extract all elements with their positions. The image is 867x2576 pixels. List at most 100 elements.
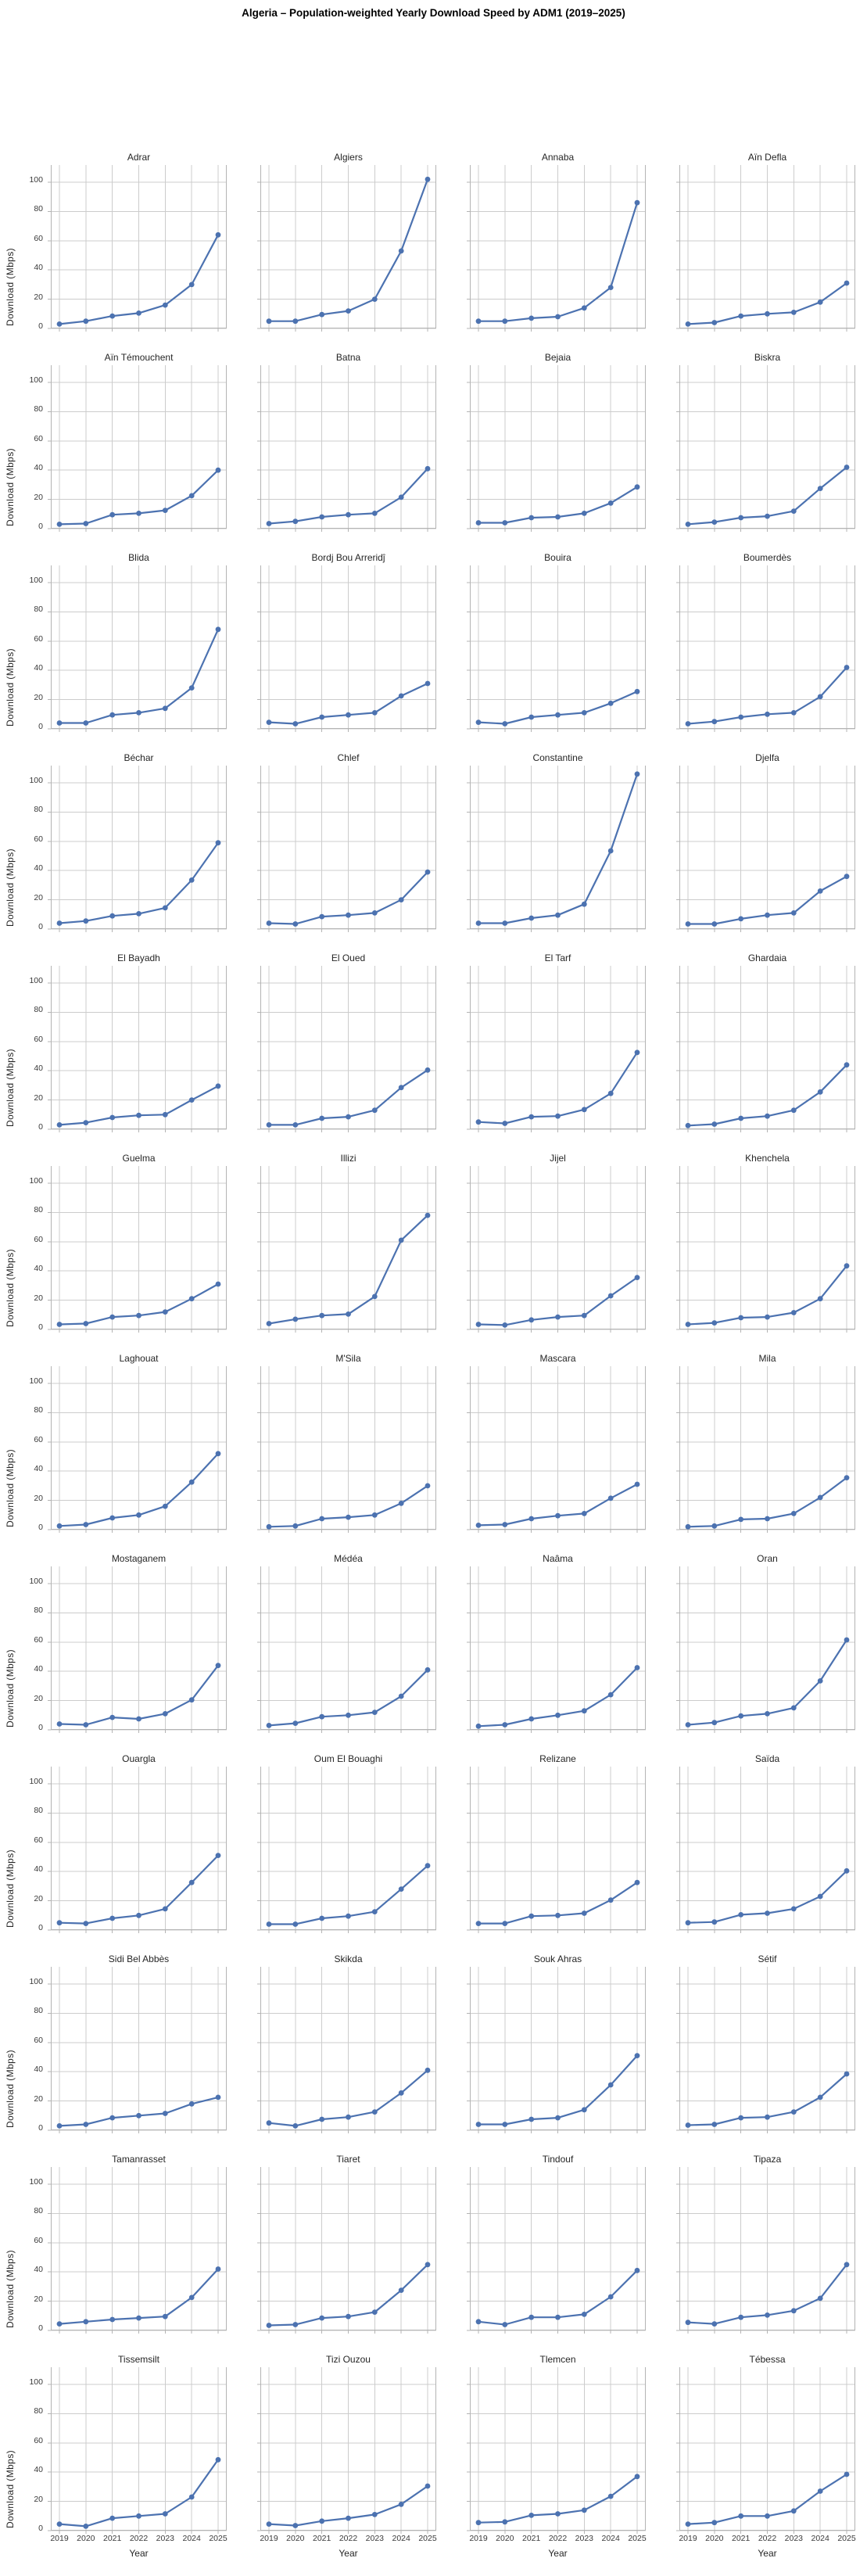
data-point xyxy=(371,2309,378,2315)
y-tick-label: 60 xyxy=(34,633,43,644)
x-tick-label: 2019 xyxy=(679,2534,697,2543)
subplot-title: Bordj Bou Arreridĵ xyxy=(311,552,385,563)
plot-canvas xyxy=(48,1767,227,1933)
y-axis-gutter: Download (Mbps) 0 20 40 60 80 100 xyxy=(0,1745,51,1946)
data-point xyxy=(188,685,195,691)
y-tick-label: 20 xyxy=(34,692,43,702)
data-point xyxy=(634,1665,640,1670)
x-tick-label: 2025 xyxy=(418,2534,437,2543)
subplot-title: Tamanrasset xyxy=(112,2154,166,2165)
data-point xyxy=(844,1475,850,1480)
data-point xyxy=(136,310,142,316)
data-point xyxy=(475,1322,482,1327)
x-tick-label: 2022 xyxy=(548,2534,568,2543)
data-point xyxy=(371,2512,378,2517)
subplot-batna: Batna xyxy=(257,344,436,544)
subplot-jijel: Jijel xyxy=(467,1145,646,1345)
data-point xyxy=(109,712,116,718)
subplot-ouargla: Ouargla xyxy=(48,1745,227,1946)
data-point xyxy=(266,2323,272,2328)
y-axis-label: Download (Mbps) xyxy=(5,247,16,326)
data-point xyxy=(292,2123,299,2129)
plot-canvas xyxy=(676,1767,855,1933)
x-tick-label: 2024 xyxy=(601,2534,620,2543)
y-tick-label: 100 xyxy=(29,375,43,385)
subplot-title: Constantine xyxy=(532,752,583,763)
data-point xyxy=(136,710,142,716)
subplot-tiaret: Tiaret xyxy=(257,2146,436,2346)
subplot-title: Khenchela xyxy=(745,1153,790,1164)
data-point xyxy=(136,1512,142,1518)
data-point xyxy=(56,321,63,327)
subplot-title: Médéa xyxy=(334,1553,363,1564)
data-point xyxy=(555,2115,561,2121)
data-point xyxy=(56,920,63,926)
y-tick-label: 80 xyxy=(34,2006,43,2016)
subplot-m-d-a: Médéa xyxy=(257,1545,436,1745)
data-point xyxy=(162,2111,168,2116)
subplot-title: Béchar xyxy=(124,752,154,763)
y-axis-label: Download (Mbps) xyxy=(5,1248,16,1327)
subplot-title: Ghardaia xyxy=(747,953,787,963)
plot-canvas xyxy=(257,2367,436,2534)
subplot-title: Tindouf xyxy=(542,2154,574,2165)
data-point xyxy=(319,913,325,920)
y-tick-label: 0 xyxy=(38,2323,43,2333)
data-point xyxy=(844,2471,850,2477)
data-point xyxy=(844,874,850,880)
x-tick-label: 2024 xyxy=(392,2534,410,2543)
subplot-algiers: Algiers xyxy=(257,144,436,344)
data-point xyxy=(215,1451,221,1457)
y-axis-label: Download (Mbps) xyxy=(5,648,16,727)
y-tick-label: 80 xyxy=(34,805,43,815)
y-tick-label: 60 xyxy=(34,1835,43,1845)
data-point xyxy=(475,1523,482,1528)
y-tick-label: 60 xyxy=(34,2435,43,2445)
data-point xyxy=(738,1115,744,1121)
data-point xyxy=(581,1708,587,1714)
plot-canvas xyxy=(257,966,436,1132)
plot-canvas xyxy=(48,1566,227,1733)
data-point xyxy=(475,1119,482,1125)
data-point xyxy=(215,2266,221,2272)
data-point xyxy=(346,511,351,518)
subplot-title: Sidi Bel Abbès xyxy=(108,1954,170,1964)
data-point xyxy=(398,2090,404,2096)
subplot-t-bessa: Tébessa 2019 2020 2021 2022 2023 2024 2025 Year xyxy=(676,2346,856,2573)
data-point xyxy=(83,1921,89,1926)
data-point xyxy=(528,1516,535,1522)
data-point xyxy=(555,1314,561,1320)
data-point xyxy=(188,2294,195,2301)
y-tick-label: 40 xyxy=(34,863,43,874)
data-point xyxy=(528,1317,535,1323)
x-tick-label: 2023 xyxy=(365,2534,385,2543)
data-point xyxy=(502,2519,508,2525)
data-point xyxy=(319,514,325,520)
data-point xyxy=(817,1089,823,1095)
subplot-row: Download (Mbps) 0 20 40 60 80 100 El Bayadh El O… xyxy=(0,945,867,1145)
subplot-row: Download (Mbps) 0 20 40 60 80 100 Tissemsilt 201… xyxy=(0,2346,867,2573)
data-point xyxy=(555,2511,561,2517)
data-point xyxy=(83,1722,89,1727)
y-axis-gutter: Download (Mbps) 0 20 40 60 80 100 xyxy=(0,1545,51,1745)
data-point xyxy=(607,1495,614,1501)
subplot-djelfa: Djelfa xyxy=(676,744,855,945)
data-point xyxy=(685,1122,691,1128)
x-tick-label: 2025 xyxy=(628,2534,647,2543)
data-point xyxy=(607,848,614,854)
data-point xyxy=(528,915,535,921)
data-point xyxy=(266,1122,272,1128)
data-point xyxy=(371,910,378,916)
data-point xyxy=(711,2321,718,2327)
plot-canvas xyxy=(676,1967,855,2133)
x-tick-labels: 2019 2020 2021 2022 2023 2024 2025 xyxy=(679,2534,855,2546)
subplot-a-n-defla: Aïn Defla xyxy=(676,144,855,344)
subplot-title: Aïn Témouchent xyxy=(104,352,174,363)
data-point xyxy=(555,1512,561,1519)
data-point xyxy=(711,2122,718,2127)
data-point xyxy=(765,1711,770,1717)
plot-canvas xyxy=(676,165,855,332)
data-point xyxy=(711,921,718,927)
plot-canvas xyxy=(257,1366,436,1533)
data-point xyxy=(738,1315,744,1321)
